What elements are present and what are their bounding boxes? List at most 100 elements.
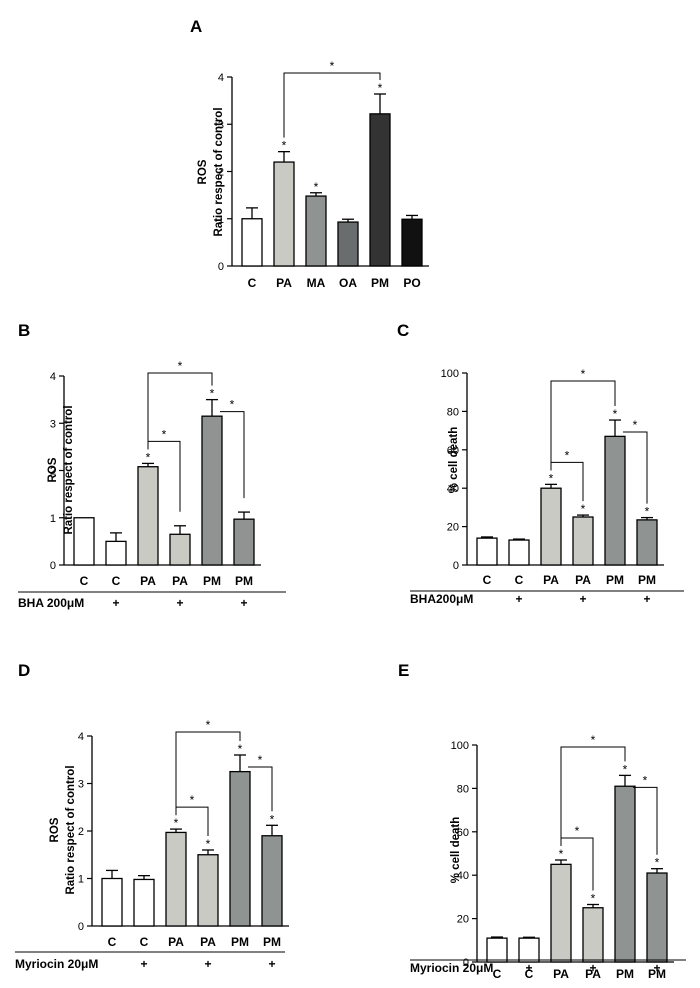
y-tick-label: 60 — [447, 445, 459, 457]
significance-star: * — [559, 847, 564, 861]
category-label: PM — [648, 967, 666, 981]
significance-star: * — [270, 812, 275, 826]
panel-letter: D — [18, 661, 30, 680]
significance-bracket — [560, 837, 594, 891]
bracket-star: * — [633, 418, 638, 432]
y-axis-label: ROS — [47, 457, 59, 482]
y-tick-label: 0 — [218, 261, 224, 273]
bar-pm-5 — [261, 835, 283, 927]
bar-ma-2 — [305, 195, 327, 267]
bar-pm-4 — [614, 785, 636, 963]
significance-star: * — [282, 139, 287, 153]
significance-bracket — [220, 411, 245, 499]
bar-pa-3 — [197, 854, 219, 927]
bar-c-0 — [73, 517, 95, 566]
y-axis-label: ROS — [197, 159, 209, 184]
bar-pa-3 — [572, 516, 594, 566]
category-label: PM — [638, 573, 656, 587]
category-label: OA — [339, 276, 357, 290]
bracket-star: * — [330, 59, 335, 73]
significance-star: * — [549, 471, 554, 485]
y-axis-label: % cell death — [448, 427, 460, 493]
bar-po-5 — [401, 218, 423, 267]
y-tick-label: 2 — [218, 167, 224, 179]
significance-bracket — [248, 766, 273, 812]
significance-star: * — [206, 837, 211, 851]
y-tick-label: 4 — [78, 731, 84, 743]
treatment-plus: + — [579, 592, 586, 606]
y-tick-label: 1 — [218, 214, 224, 226]
panel-D: D 0 1 2 3 4 ROS Ratio respect of control C C * PA * P… — [15, 661, 289, 971]
category-label: PM — [235, 574, 253, 588]
treatment-plus: + — [204, 957, 211, 971]
significance-bracket — [550, 380, 616, 471]
category-label: PA — [575, 573, 591, 587]
bracket-star: * — [581, 367, 586, 381]
significance-bracket — [623, 431, 648, 504]
category-label: C — [515, 573, 524, 587]
category-label: PA — [543, 573, 559, 587]
y-axis-label: % cell death — [450, 817, 462, 883]
bar-pa-2 — [137, 466, 159, 566]
y-axis-label: Ratio respect of control — [63, 405, 75, 534]
bracket-star: * — [565, 448, 570, 462]
bracket-star: * — [206, 718, 211, 732]
treatment-plus: + — [240, 596, 247, 610]
treatment-label: BHA 200μM — [18, 596, 84, 610]
significance-star: * — [174, 816, 179, 830]
category-label: PM — [263, 935, 281, 949]
bar-pm-4 — [229, 770, 251, 927]
category-label: C — [248, 276, 257, 290]
bar-pm-5 — [636, 519, 658, 566]
y-tick-label: 0 — [78, 921, 84, 933]
panel-B: B 0 1 2 3 4 ROS Ratio respect of control C C * PA PA… — [18, 321, 286, 610]
category-label: PA — [276, 276, 292, 290]
y-tick-label: 20 — [447, 522, 459, 534]
y-tick-label: 40 — [457, 870, 469, 882]
bar-c-1 — [508, 539, 530, 566]
significance-bracket — [147, 440, 181, 512]
bar-pa-2 — [550, 863, 572, 963]
category-label: PM — [616, 967, 634, 981]
bar-c-1 — [518, 937, 540, 963]
significance-star: * — [378, 81, 383, 95]
significance-star: * — [613, 407, 618, 421]
panel-letter: A — [190, 17, 202, 36]
bracket-star: * — [162, 427, 167, 441]
panel-letter: E — [398, 661, 409, 680]
category-label: PA — [168, 935, 184, 949]
bar-pm-4 — [201, 415, 223, 566]
y-tick-label: 2 — [50, 466, 56, 478]
y-tick-label: 3 — [218, 119, 224, 131]
significance-star: * — [581, 502, 586, 516]
category-label: PM — [203, 574, 221, 588]
panel-E: E 0 20 40 60 80 100 % cell death C C * PA * PA * PM * PM *… — [398, 661, 686, 981]
significance-star: * — [645, 505, 650, 519]
y-tick-label: 0 — [453, 560, 459, 572]
y-tick-label: 100 — [451, 740, 469, 752]
significance-star: * — [591, 891, 596, 905]
treatment-plus: + — [653, 961, 660, 975]
significance-star: * — [238, 742, 243, 756]
treatment-plus: + — [140, 957, 147, 971]
panel-A: A 0 1 2 3 4 ROS Ratio respect of control C * PA * MA… — [190, 17, 429, 290]
significance-bracket — [283, 72, 381, 138]
category-label: C — [80, 574, 89, 588]
bar-c-0 — [476, 537, 498, 566]
bracket-star: * — [575, 824, 580, 838]
category-label: PM — [231, 935, 249, 949]
significance-bracket — [560, 746, 626, 847]
y-tick-label: 4 — [218, 72, 224, 84]
treatment-plus: + — [643, 592, 650, 606]
bracket-star: * — [178, 359, 183, 373]
y-tick-label: 80 — [447, 406, 459, 418]
significance-bracket — [550, 461, 584, 502]
category-label: PA — [553, 967, 569, 981]
y-axis-label: Ratio respect of control — [213, 107, 225, 236]
category-label: C — [112, 574, 121, 588]
bar-pa-2 — [165, 831, 187, 927]
category-label: PO — [403, 276, 420, 290]
treatment-label: BHA200μM — [410, 592, 473, 606]
y-tick-label: 1 — [78, 874, 84, 886]
